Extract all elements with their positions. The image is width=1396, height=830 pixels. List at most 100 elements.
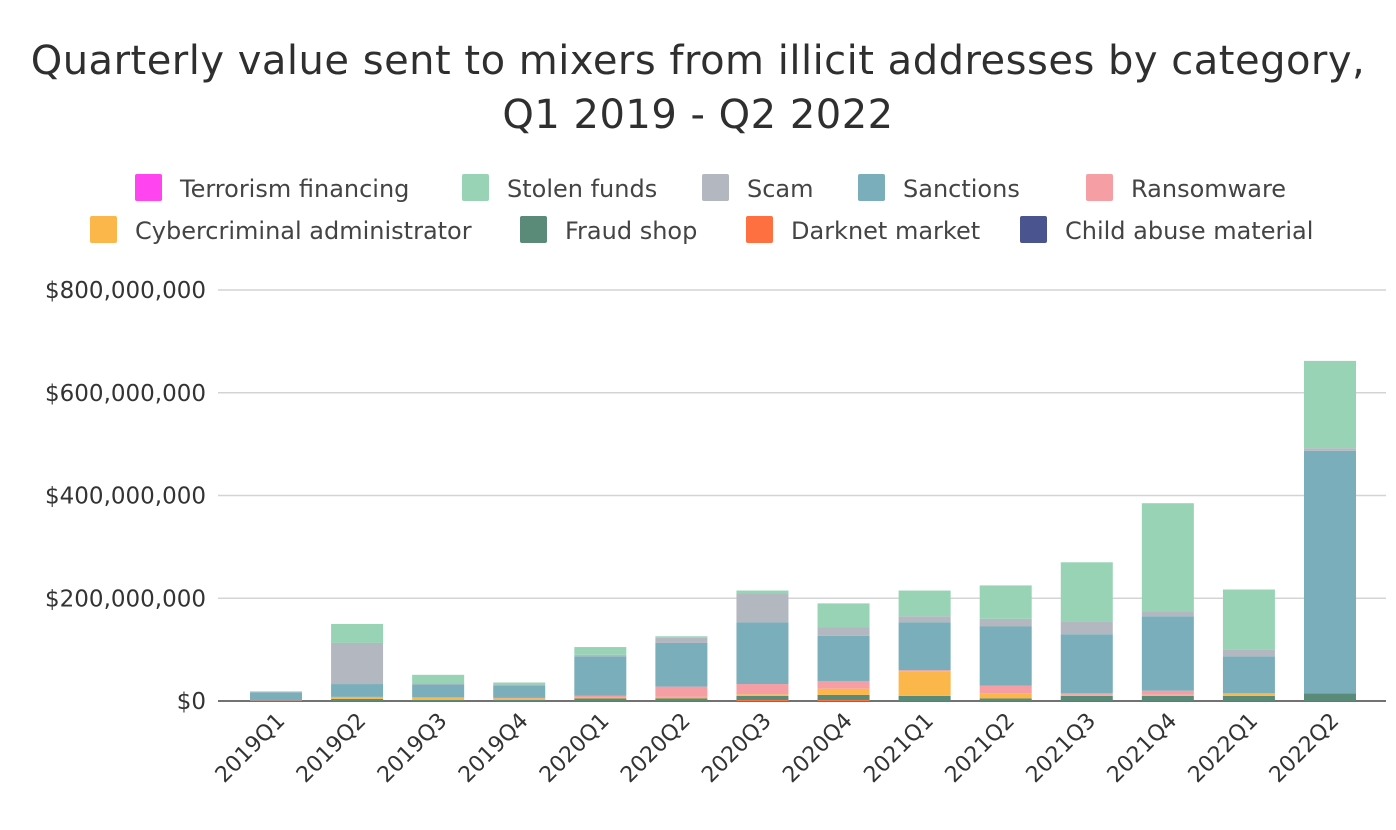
bar-segment-sanctions: [574, 656, 627, 696]
bar-segment-sanctions: [250, 692, 302, 700]
bar-segment-stolen-funds: [1222, 589, 1275, 650]
bar-segment-fraud-shop: [736, 695, 789, 700]
chart-title-line-2: Q1 2019 - Q2 2022: [502, 92, 894, 138]
x-tick-label: 2020Q1: [535, 709, 614, 788]
bar-segment-fraud-shop: [331, 698, 384, 701]
bar-segment-ransomware: [574, 695, 627, 698]
bar-segment-sanctions: [898, 622, 951, 671]
bar-segment-fraud-shop: [1060, 695, 1113, 701]
bar-segment-stolen-funds: [1141, 503, 1194, 612]
bar-segment-stolen-funds: [412, 674, 465, 684]
bar-segment-sanctions: [331, 684, 384, 697]
bar-segment-fraud-shop: [1304, 693, 1356, 701]
bar-segment-cybercriminal-administrator: [736, 694, 789, 696]
legend-label-cybercriminal-administrator: Cybercriminal administrator: [135, 217, 472, 245]
x-tick-label: 2020Q4: [778, 709, 857, 788]
bar-segment-darknet-market: [736, 699, 789, 701]
bar-segment-stolen-funds: [817, 603, 870, 628]
bar-segment-sanctions: [979, 626, 1032, 686]
bar-segment-sanctions: [1304, 450, 1356, 694]
x-tick-label: 2020Q3: [697, 709, 776, 788]
bar-segment-scam: [574, 654, 627, 657]
legend-label-darknet-market: Darknet market: [791, 217, 980, 245]
legend-swatch-cybercriminal-administrator: [90, 216, 117, 243]
bar-segment-cybercriminal-administrator: [493, 698, 546, 700]
bar-segment-ransomware: [817, 680, 870, 689]
bar-segment-ransomware: [250, 699, 302, 701]
bar-segment-fraud-shop: [817, 694, 870, 700]
bar-segment-stolen-funds: [574, 647, 627, 655]
bar-segment-scam: [655, 637, 708, 643]
legend-label-child-abuse-material: Child abuse material: [1065, 217, 1313, 245]
bar-segment-ransomware: [979, 685, 1032, 694]
bar-segment-ransomware: [1060, 693, 1113, 695]
bar-segment-scam: [898, 616, 951, 623]
x-tick-label: 2021Q3: [1022, 709, 1101, 788]
bar-segment-scam: [1222, 649, 1275, 657]
x-tick-label: 2019Q4: [454, 709, 533, 788]
bar-segment-sanctions: [655, 642, 708, 687]
legend-label-sanctions: Sanctions: [903, 175, 1020, 203]
x-tick-label: 2021Q1: [859, 709, 938, 788]
y-tick-label: $0: [177, 689, 206, 715]
bar-segment-stolen-funds: [736, 590, 789, 594]
bar-segment-darknet-market: [817, 699, 870, 701]
x-tick-label: 2019Q3: [373, 709, 452, 788]
bar-segment-cybercriminal-administrator: [817, 688, 870, 695]
bar-segment-fraud-shop: [250, 700, 302, 701]
bar-segment-cybercriminal-administrator: [412, 697, 465, 700]
bar-segment-sanctions: [412, 684, 465, 698]
bar-segment-scam: [1304, 448, 1356, 451]
bar-segment-sanctions: [493, 685, 546, 698]
y-tick-label: $800,000,000: [45, 278, 206, 304]
legend-label-ransomware: Ransomware: [1131, 175, 1286, 203]
bar-segment-fraud-shop: [574, 698, 627, 701]
bar-segment-scam: [1060, 621, 1113, 635]
legend-label-scam: Scam: [747, 175, 814, 203]
bar-segment-stolen-funds: [331, 623, 384, 643]
x-tick-label: 2019Q2: [292, 709, 371, 788]
bar-segment-ransomware: [412, 697, 465, 698]
legend-swatch-child-abuse-material: [1020, 216, 1047, 243]
bar-segment-ransomware: [493, 697, 546, 699]
legend-swatch-scam: [702, 174, 729, 201]
bar-segment-fraud-shop: [412, 699, 465, 701]
bar-segment-stolen-funds: [979, 585, 1032, 619]
bar-segment-cybercriminal-administrator: [655, 696, 708, 699]
bar-segment-stolen-funds: [655, 636, 708, 638]
bar-segment-ransomware: [898, 670, 951, 672]
x-tick-label: 2021Q4: [1103, 709, 1182, 788]
chart-title-line-1: Quarterly value sent to mixers from illi…: [30, 38, 1366, 84]
bar-segment-scam: [331, 642, 384, 685]
y-tick-label: $200,000,000: [45, 586, 206, 612]
legend-label-stolen-funds: Stolen funds: [507, 175, 657, 203]
y-tick-label: $400,000,000: [45, 484, 206, 510]
bar-segment-scam: [493, 684, 546, 686]
legend-label-fraud-shop: Fraud shop: [565, 217, 697, 245]
bar-segment-ransomware: [331, 696, 384, 698]
bar-segment-stolen-funds: [1060, 562, 1113, 622]
bar-segment-scam: [979, 618, 1032, 627]
x-tick-label: 2022Q1: [1184, 709, 1263, 788]
bar-segment-fraud-shop: [1222, 695, 1275, 701]
bar-segment-scam: [250, 691, 302, 693]
bar-segment-sanctions: [736, 622, 789, 685]
bar-segment-scam: [1141, 611, 1194, 617]
bar-segment-stolen-funds: [250, 691, 302, 692]
bar-segment-fraud-shop: [493, 699, 546, 701]
x-tick-label: 2019Q1: [211, 709, 290, 788]
bar-segment-cybercriminal-administrator: [574, 697, 627, 699]
bar-segment-cybercriminal-administrator: [1060, 694, 1113, 696]
bar-segment-cybercriminal-administrator: [1141, 694, 1194, 696]
legend-swatch-ransomware: [1086, 174, 1113, 201]
bar-segment-stolen-funds: [898, 590, 951, 617]
bar-segment-fraud-shop: [655, 698, 708, 701]
bar-segment-stolen-funds: [1304, 360, 1356, 449]
x-tick-label: 2020Q2: [616, 709, 695, 788]
y-tick-label: $600,000,000: [45, 381, 206, 407]
bar-segment-scam: [736, 593, 789, 623]
bar-segment-sanctions: [817, 635, 870, 681]
bar-segment-ransomware: [1141, 690, 1194, 695]
